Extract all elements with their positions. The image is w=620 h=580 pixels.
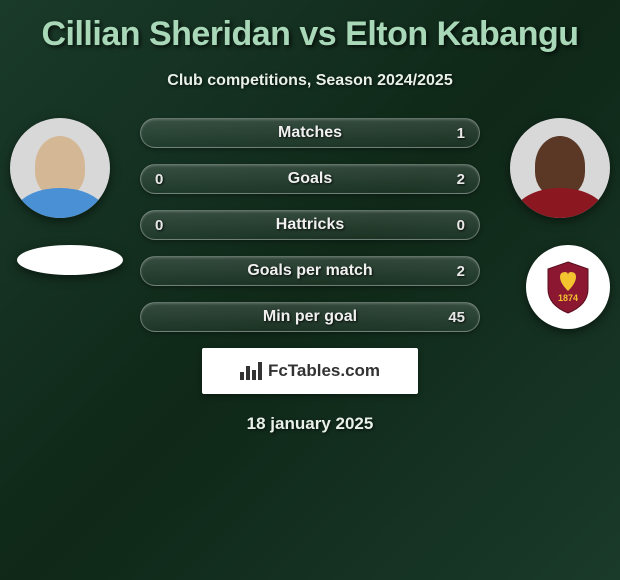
stat-right-value: 2 — [445, 263, 465, 280]
player-left-avatar — [10, 118, 110, 218]
stat-left-value: 0 — [155, 217, 175, 234]
bar-chart-icon — [240, 362, 262, 380]
stat-right-value: 0 — [445, 217, 465, 234]
crest-icon: 1874 — [538, 257, 598, 317]
stat-row-min-per-goal: Min per goal 45 — [140, 302, 480, 332]
stat-row-matches: Matches 1 — [140, 118, 480, 148]
date: 18 january 2025 — [0, 414, 620, 434]
svg-text:1874: 1874 — [558, 293, 578, 303]
comparison-card: Cillian Sheridan vs Elton Kabangu Club c… — [0, 0, 620, 444]
stat-left-value: 0 — [155, 171, 175, 188]
stat-right-value: 1 — [445, 125, 465, 142]
subtitle: Club competitions, Season 2024/2025 — [0, 72, 620, 90]
stat-right-value: 2 — [445, 171, 465, 188]
stat-label: Min per goal — [263, 308, 357, 326]
stat-label: Matches — [278, 124, 342, 142]
team-left-badge — [17, 245, 123, 275]
stat-label: Hattricks — [276, 216, 344, 234]
stat-label: Goals per match — [247, 262, 372, 280]
stat-right-value: 45 — [445, 309, 465, 326]
page-title: Cillian Sheridan vs Elton Kabangu — [0, 15, 620, 54]
stat-label: Goals — [288, 170, 332, 188]
fctables-label: FcTables.com — [268, 361, 380, 381]
fctables-badge[interactable]: FcTables.com — [202, 348, 418, 394]
stat-row-hattricks: 0 Hattricks 0 — [140, 210, 480, 240]
stat-row-goals: 0 Goals 2 — [140, 164, 480, 194]
stat-row-goals-per-match: Goals per match 2 — [140, 256, 480, 286]
stat-rows: Matches 1 0 Goals 2 0 Hattricks 0 Goals … — [140, 118, 480, 332]
team-right-badge: 1874 — [526, 245, 610, 329]
player-right-avatar — [510, 118, 610, 218]
stats-area: 1874 Matches 1 0 Goals 2 0 Hattricks 0 G… — [0, 118, 620, 434]
